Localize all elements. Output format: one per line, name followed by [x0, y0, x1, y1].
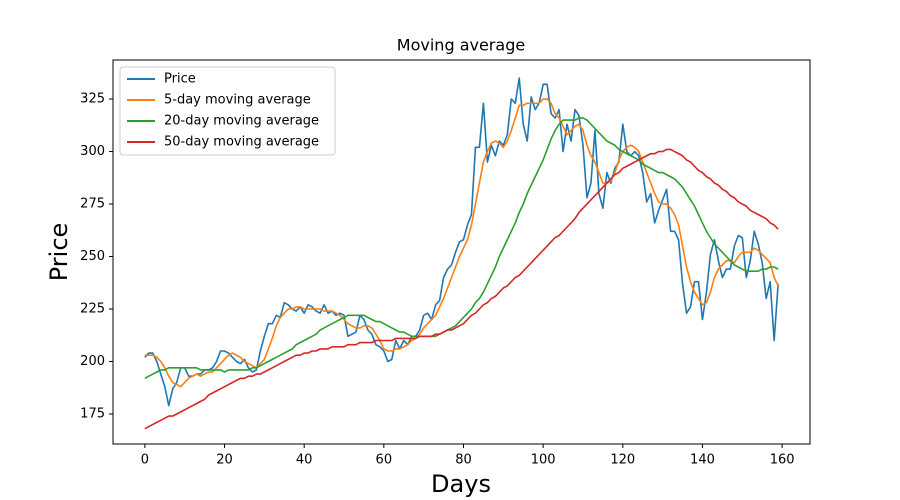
y-axis-label: Price [45, 223, 73, 282]
x-tick-label: 100 [531, 453, 556, 468]
series-line [144, 117, 779, 379]
legend-label: 50-day moving average [164, 135, 319, 150]
legend-label: 20-day moving average [164, 114, 319, 129]
series-line [144, 148, 779, 430]
legend-label: 5-day moving average [164, 93, 311, 108]
plot-frame [112, 59, 811, 445]
x-tick-label: 0 [141, 453, 149, 468]
y-tick-label: 225 [80, 302, 105, 317]
y-tick-label: 200 [80, 354, 105, 369]
y-tick-label: 175 [80, 406, 105, 421]
legend-box [119, 66, 336, 156]
x-tick-label: 40 [296, 453, 313, 468]
chart-title: Moving average [397, 36, 525, 55]
x-tick-label: 160 [770, 453, 795, 468]
y-tick-label: 275 [80, 197, 105, 212]
y-tick-label: 300 [80, 144, 105, 159]
series-line [144, 77, 779, 407]
x-tick-label: 60 [376, 453, 393, 468]
y-tick-label: 325 [80, 92, 105, 107]
x-tick-label: 120 [610, 453, 635, 468]
x-tick-label: 80 [455, 453, 472, 468]
y-tick-label: 250 [80, 249, 105, 264]
x-axis-label: Days [431, 470, 491, 498]
x-tick-label: 20 [216, 453, 233, 468]
legend-label: Price [164, 72, 196, 87]
series-line [144, 98, 779, 388]
x-tick-label: 140 [690, 453, 715, 468]
